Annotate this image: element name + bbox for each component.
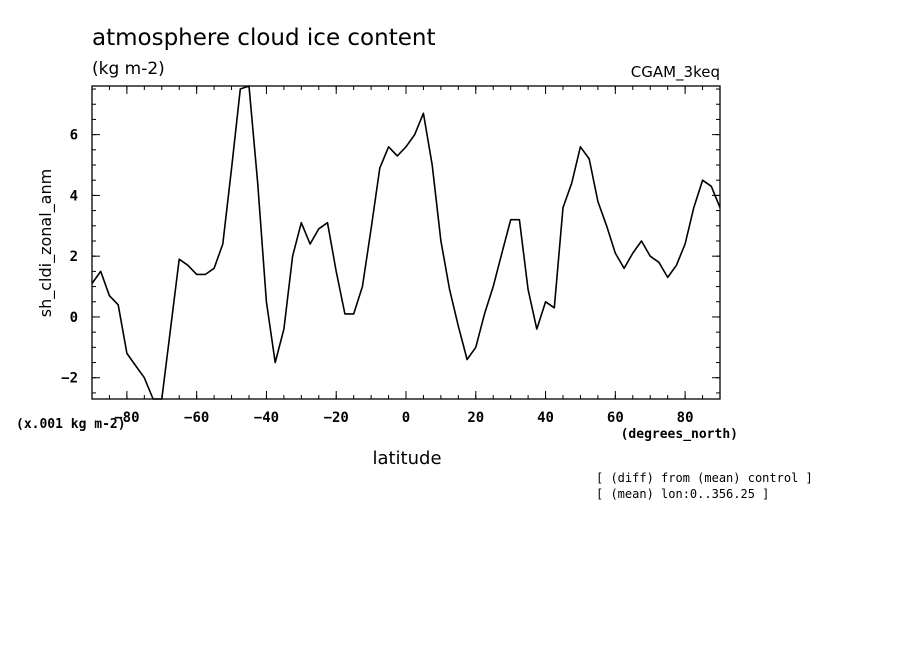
y-scale-note: (x.001 kg m-2) xyxy=(16,417,126,432)
x-axis-units: (degrees_north) xyxy=(621,427,738,442)
x-tick-label: 20 xyxy=(467,410,484,426)
model-label: CGAM_3keq xyxy=(631,63,720,82)
x-tick-label: −40 xyxy=(254,410,279,426)
x-tick-label: 80 xyxy=(677,410,694,426)
x-tick-label: 40 xyxy=(537,410,554,426)
chart-title: atmosphere cloud ice content xyxy=(92,25,435,51)
y-tick-label: 6 xyxy=(70,128,78,144)
x-tick-label: 60 xyxy=(607,410,624,426)
x-axis-label: latitude xyxy=(372,448,441,469)
y-tick-label: −2 xyxy=(61,371,78,387)
series-line xyxy=(91,85,721,400)
plot-frame xyxy=(91,85,721,400)
x-tick-label: −60 xyxy=(184,410,209,426)
note-diff: [ (diff) from (mean) control ] xyxy=(596,471,813,485)
x-tick-label: −20 xyxy=(324,410,349,426)
y-tick-label: 4 xyxy=(70,188,78,204)
x-tick-label: −80 xyxy=(114,410,139,426)
x-tick-label: 0 xyxy=(402,410,410,426)
chart-units: (kg m-2) xyxy=(92,59,165,79)
note-mean: [ (mean) lon:0..356.25 ] xyxy=(596,487,769,501)
y-axis-label: sh_cldi_zonal_anm xyxy=(36,169,56,317)
tick-group xyxy=(91,86,721,399)
y-tick-label: 0 xyxy=(70,310,78,326)
y-tick-label: 2 xyxy=(70,249,78,265)
